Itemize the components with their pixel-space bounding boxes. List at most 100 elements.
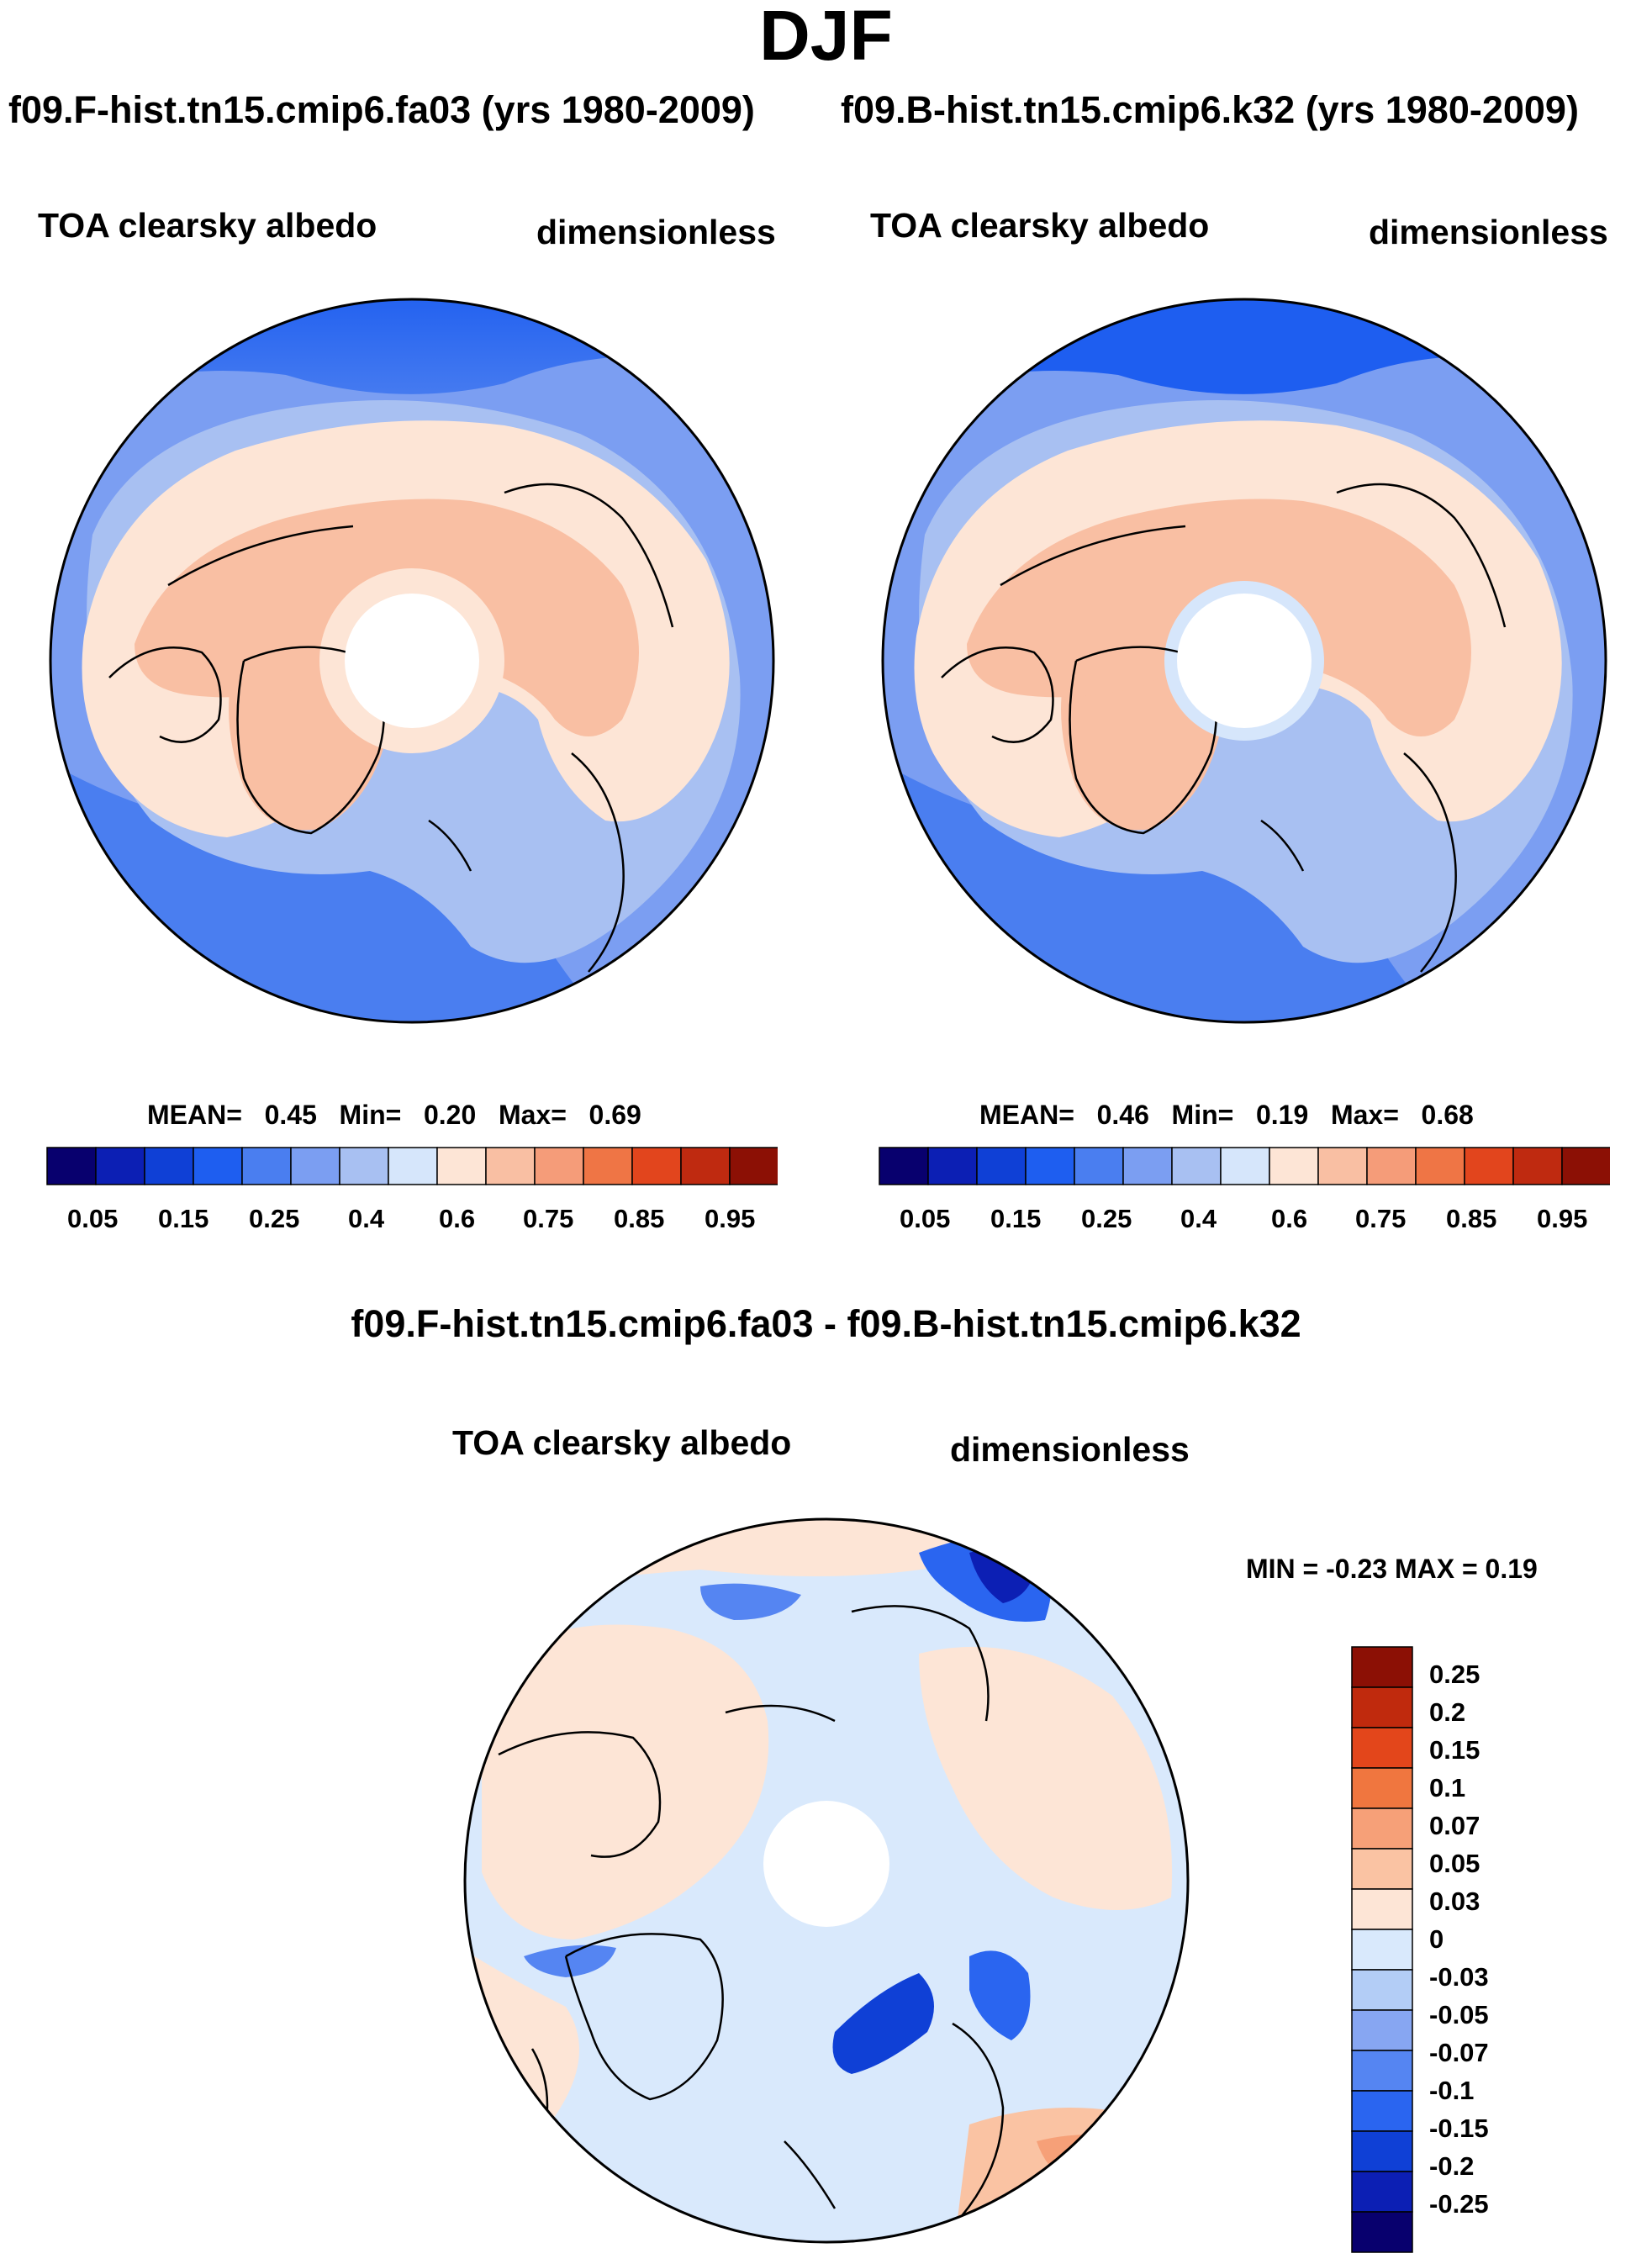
panel2-stats: MEAN= 0.46 Min= 0.19 Max= 0.68 xyxy=(979,1098,1474,1132)
panel1-variable-label: TOA clearsky albedo xyxy=(38,206,377,245)
panel3-tick-8: -0.03 xyxy=(1429,1962,1489,1992)
panel2-colorbar-cell-13 xyxy=(1512,1147,1563,1185)
difference-header: f09.F-hist.tn15.cmip6.fa03 - f09.B-hist.… xyxy=(351,1302,1301,1345)
panel1-min-value: 0.20 xyxy=(423,1100,477,1130)
figure-title: DJF xyxy=(759,0,893,75)
panel1-tick-2: 0.25 xyxy=(249,1204,300,1233)
panel3-map-border xyxy=(463,1517,1190,2244)
panel2-tick-7: 0.95 xyxy=(1537,1204,1588,1233)
panel1-tick-4: 0.6 xyxy=(439,1204,476,1233)
panel3-colorbar-cell-2 xyxy=(1351,1727,1413,1769)
panel1-colorbar xyxy=(46,1147,778,1185)
panel2-pole-hole xyxy=(1177,594,1312,728)
panel2-tick-6: 0.85 xyxy=(1446,1204,1497,1233)
panel1-colorbar-cell-7 xyxy=(388,1147,438,1185)
panel3-colorbar-cell-12 xyxy=(1351,2130,1413,2172)
panel2-colorbar-cell-14 xyxy=(1561,1147,1610,1185)
panel1-mean-label: MEAN= xyxy=(147,1100,242,1130)
panel3-minmax-stats: MIN = -0.23 MAX = 0.19 xyxy=(1246,1554,1538,1584)
panel3-tick-14: -0.25 xyxy=(1429,2189,1489,2219)
panel1-tick-7: 0.95 xyxy=(705,1204,756,1233)
panel1-colorbar-cell-5 xyxy=(290,1147,340,1185)
panel2-colorbar-cell-6 xyxy=(1171,1147,1222,1185)
panel2-tick-5: 0.75 xyxy=(1355,1204,1407,1233)
panel3-tick-4: 0.07 xyxy=(1429,1811,1480,1840)
panel1-colorbar-cell-4 xyxy=(241,1147,292,1185)
panel2-coastlines xyxy=(941,483,1507,973)
panel2-max-label: Max= xyxy=(1330,1100,1399,1130)
panel3-tick-0: 0.25 xyxy=(1429,1660,1480,1689)
panel3-positive-east xyxy=(919,1646,1173,1910)
panel2-colorbar-cell-3 xyxy=(1025,1147,1075,1185)
panel3-negative-baffin xyxy=(524,1945,616,1977)
panel1-coastlines xyxy=(108,483,674,973)
panel3-colorbar-cell-0 xyxy=(1351,1646,1413,1688)
panel2-colorbar-cell-1 xyxy=(927,1147,978,1185)
panel2-map xyxy=(881,298,1607,1024)
panel1-min-label: Min= xyxy=(339,1100,402,1130)
panel1-colorbar-cell-2 xyxy=(144,1147,194,1185)
panel2-colorbar-cell-9 xyxy=(1317,1147,1368,1185)
panel1-header: f09.F-hist.tn15.cmip6.fa03 (yrs 1980-200… xyxy=(8,88,755,131)
panel1-colorbar-cell-13 xyxy=(680,1147,731,1185)
panel3-colorbar-cell-9 xyxy=(1351,2009,1413,2051)
panel3-tick-7: 0 xyxy=(1429,1924,1444,1954)
panel3-negative-kara xyxy=(969,1950,1031,2040)
panel1-colorbar-cell-0 xyxy=(46,1147,97,1185)
panel1-colorbar-cell-1 xyxy=(95,1147,145,1185)
panel3-colorbar-cell-10 xyxy=(1351,2050,1413,2092)
panel3-tick-3: 0.1 xyxy=(1429,1773,1466,1802)
panel1-colorbar-cell-14 xyxy=(729,1147,778,1185)
panel3-colorbar-cell-5 xyxy=(1351,1848,1413,1890)
panel3-colorbar-cell-4 xyxy=(1351,1808,1413,1850)
panel2-header: f09.B-hist.tn15.cmip6.k32 (yrs 1980-2009… xyxy=(841,88,1579,131)
panel1-colorbar-cell-12 xyxy=(631,1147,682,1185)
panel3-positive-southeast-core xyxy=(1037,2135,1164,2200)
panel2-tick-0: 0.05 xyxy=(900,1204,951,1233)
panel2-tick-1: 0.15 xyxy=(990,1204,1042,1233)
panel3-colorbar-cell-13 xyxy=(1351,2171,1413,2213)
panel2-tick-2: 0.25 xyxy=(1081,1204,1132,1233)
panel3-positive-west xyxy=(482,1624,769,1939)
panel3-tick-11: -0.1 xyxy=(1429,2076,1475,2105)
panel3-colorbar-cell-6 xyxy=(1351,1888,1413,1930)
panel3-tick-10: -0.07 xyxy=(1429,2038,1489,2067)
panel1-tick-0: 0.05 xyxy=(67,1204,119,1233)
panel1-max-label: Max= xyxy=(498,1100,567,1130)
panel3-pole-hole xyxy=(763,1801,889,1927)
panel2-colorbar-cell-2 xyxy=(976,1147,1027,1185)
panel3-colorbar-cell-7 xyxy=(1351,1929,1413,1971)
panel1-pacific-region xyxy=(50,299,773,409)
panel3-colorbar-cell-14 xyxy=(1351,2211,1413,2253)
panel3-positive-southeast xyxy=(953,2108,1188,2242)
panel2-max-value: 0.68 xyxy=(1421,1100,1474,1130)
panel2-pacific-region xyxy=(883,299,1606,409)
panel1-map-border xyxy=(49,298,775,1024)
panel3-tick-1: 0.2 xyxy=(1429,1697,1466,1727)
panel2-min-value: 0.19 xyxy=(1255,1100,1309,1130)
panel2-min-label: Min= xyxy=(1171,1100,1234,1130)
panel3-colorbar-cell-3 xyxy=(1351,1767,1413,1809)
panel2-colorbar-cell-5 xyxy=(1122,1147,1173,1185)
panel2-mean-label: MEAN= xyxy=(979,1100,1074,1130)
panel2-map-border xyxy=(881,298,1607,1024)
panel2-variable-label: TOA clearsky albedo xyxy=(870,206,1210,245)
panel1-tick-5: 0.75 xyxy=(523,1204,574,1233)
panel3-coastlines xyxy=(498,1605,1005,2218)
panel1-colorbar-cell-10 xyxy=(534,1147,584,1185)
panel1-tick-3: 0.4 xyxy=(348,1204,385,1233)
panel2-colorbar-cell-10 xyxy=(1366,1147,1417,1185)
panel2-colorbar-cell-7 xyxy=(1220,1147,1270,1185)
panel2-colorbar-cell-11 xyxy=(1415,1147,1465,1185)
panel3-map xyxy=(463,1517,1190,2244)
panel3-units-label: dimensionless xyxy=(950,1430,1190,1469)
panel1-tick-1: 0.15 xyxy=(158,1204,209,1233)
panel1-colorbar-cell-8 xyxy=(436,1147,487,1185)
panel1-colorbar-cell-6 xyxy=(339,1147,389,1185)
panel2-colorbar-cell-8 xyxy=(1269,1147,1319,1185)
panel3-colorbar-cell-8 xyxy=(1351,1969,1413,2011)
panel3-colorbar-cell-1 xyxy=(1351,1686,1413,1728)
panel2-colorbar-cell-0 xyxy=(879,1147,929,1185)
panel2-tick-4: 0.6 xyxy=(1271,1204,1308,1233)
panel1-colorbar-cell-11 xyxy=(583,1147,633,1185)
